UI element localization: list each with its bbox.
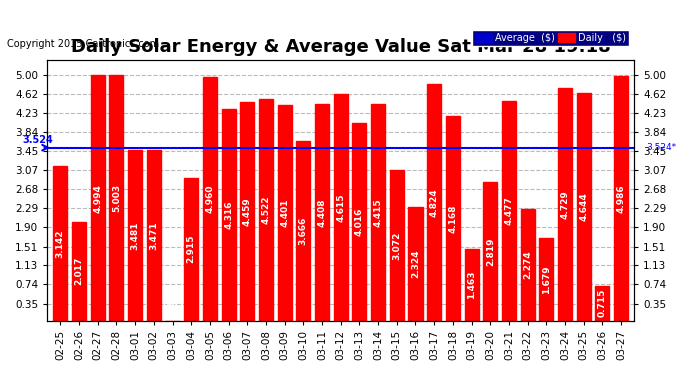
Text: 0.000: 0.000 xyxy=(168,288,177,316)
Text: 3.072: 3.072 xyxy=(393,231,402,260)
Text: 2.915: 2.915 xyxy=(187,235,196,264)
Bar xyxy=(147,150,161,321)
Text: 5.003: 5.003 xyxy=(112,184,121,212)
Bar xyxy=(53,166,68,321)
Bar xyxy=(353,123,366,321)
Bar xyxy=(334,94,348,321)
Text: Copyright 2015 Cartronics.com: Copyright 2015 Cartronics.com xyxy=(7,39,159,50)
Text: 1.679: 1.679 xyxy=(542,265,551,294)
Bar xyxy=(90,75,105,321)
Text: 3.666: 3.666 xyxy=(299,217,308,245)
Text: 3.524: 3.524 xyxy=(23,135,53,145)
Bar xyxy=(259,99,273,321)
Legend: Average  ($), Daily   ($): Average ($), Daily ($) xyxy=(472,30,629,46)
Title: Daily Solar Energy & Average Value Sat Mar 28 19:18: Daily Solar Energy & Average Value Sat M… xyxy=(71,38,611,56)
Text: 2.819: 2.819 xyxy=(486,237,495,266)
Text: 4.644: 4.644 xyxy=(579,192,588,221)
Bar xyxy=(110,75,124,321)
Bar xyxy=(203,77,217,321)
Text: 4.986: 4.986 xyxy=(617,184,626,213)
Text: 1.463: 1.463 xyxy=(467,271,476,299)
Bar xyxy=(595,286,609,321)
Bar xyxy=(296,141,310,321)
Bar xyxy=(521,209,535,321)
Bar xyxy=(371,104,385,321)
Text: 3.481: 3.481 xyxy=(130,221,139,249)
Bar xyxy=(315,104,329,321)
Text: 4.316: 4.316 xyxy=(224,201,233,229)
Bar xyxy=(184,178,198,321)
Text: 4.415: 4.415 xyxy=(373,198,383,226)
Bar xyxy=(240,102,255,321)
Text: 0.715: 0.715 xyxy=(598,289,607,318)
Text: 2.324: 2.324 xyxy=(411,249,420,278)
Text: 3.471: 3.471 xyxy=(149,221,158,250)
Bar xyxy=(502,101,516,321)
Bar xyxy=(446,116,460,321)
Bar xyxy=(558,88,572,321)
Bar xyxy=(540,238,553,321)
Bar xyxy=(221,109,235,321)
Text: 4.994: 4.994 xyxy=(93,184,102,213)
Bar xyxy=(72,222,86,321)
Text: 3.524*: 3.524* xyxy=(646,143,676,152)
Bar xyxy=(483,182,497,321)
Bar xyxy=(128,150,142,321)
Text: 4.729: 4.729 xyxy=(560,190,569,219)
Text: 4.522: 4.522 xyxy=(262,195,270,224)
Bar xyxy=(427,84,441,321)
Text: 2.017: 2.017 xyxy=(75,257,83,285)
Text: 4.016: 4.016 xyxy=(355,208,364,236)
Bar xyxy=(390,170,404,321)
Bar xyxy=(277,105,292,321)
Bar xyxy=(408,207,422,321)
Text: 4.477: 4.477 xyxy=(504,196,513,225)
Text: 4.459: 4.459 xyxy=(243,197,252,226)
Text: 4.168: 4.168 xyxy=(448,204,457,232)
Bar xyxy=(614,76,628,321)
Text: 4.960: 4.960 xyxy=(206,185,215,213)
Text: 4.408: 4.408 xyxy=(317,198,326,227)
Text: 4.615: 4.615 xyxy=(336,193,345,222)
Text: 4.401: 4.401 xyxy=(280,198,289,227)
Bar xyxy=(577,93,591,321)
Text: 3.142: 3.142 xyxy=(56,230,65,258)
Text: 2.274: 2.274 xyxy=(523,251,532,279)
Text: 4.824: 4.824 xyxy=(430,188,439,217)
Bar xyxy=(464,249,479,321)
